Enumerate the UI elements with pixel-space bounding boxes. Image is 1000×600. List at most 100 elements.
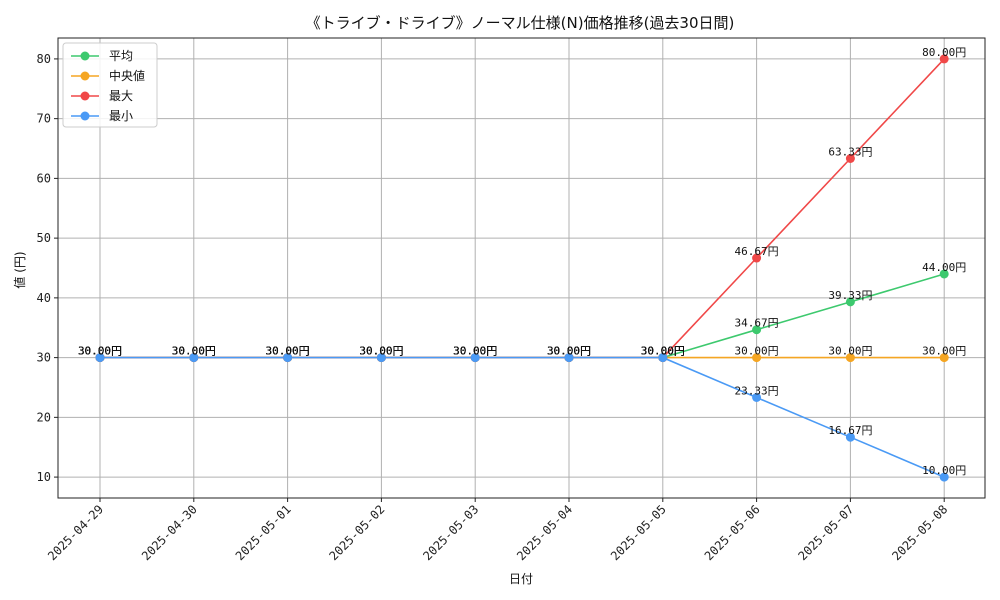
series-line-3 (100, 356, 945, 478)
data-point (845, 297, 855, 307)
chart-title: 《トライブ・ドライブ》ノーマル仕様(N)価格推移(過去30日間) (306, 14, 735, 32)
legend-marker (80, 51, 90, 61)
y-tick-label: 70 (37, 112, 51, 126)
data-label: 30.00円 (828, 345, 872, 358)
legend-label: 最小 (109, 109, 133, 123)
data-label: 30.00円 (359, 345, 403, 358)
x-tick-label: 2025-05-03 (420, 502, 481, 563)
data-point (95, 353, 105, 363)
data-point (470, 353, 480, 363)
data-label: 30.00円 (78, 345, 122, 358)
data-point (752, 392, 762, 402)
data-label: 30.00円 (359, 345, 403, 358)
data-point (564, 353, 574, 363)
data-point (845, 353, 855, 363)
legend-marker (80, 111, 90, 121)
y-tick-label: 10 (37, 470, 51, 484)
data-point (658, 353, 668, 363)
data-label: 30.00円 (172, 345, 216, 358)
data-point (939, 54, 949, 64)
data-point (939, 269, 949, 279)
data-point (752, 325, 762, 335)
data-point (752, 353, 762, 363)
data-label: 46.67円 (735, 245, 779, 258)
data-point (189, 353, 199, 363)
data-label: 30.00円 (547, 345, 591, 358)
y-axis-label: 値 (円) (12, 251, 27, 288)
data-label: 30.00円 (359, 345, 403, 358)
legend-label: 最大 (109, 89, 133, 103)
data-label: 30.00円 (172, 345, 216, 358)
legend-box (62, 42, 158, 128)
data-label: 16.67円 (828, 424, 872, 437)
data-label: 30.00円 (359, 345, 403, 358)
x-axis-label: 日付 (509, 572, 533, 586)
series-line-2 (100, 58, 945, 359)
data-label: 23.33円 (735, 384, 779, 397)
data-point (845, 153, 855, 163)
data-label: 30.00円 (266, 345, 310, 358)
data-point (939, 353, 949, 363)
x-tick-label: 2025-05-05 (608, 502, 669, 563)
y-tick-label: 50 (37, 231, 51, 245)
data-label: 30.00円 (547, 345, 591, 358)
data-label: 30.00円 (453, 345, 497, 358)
data-label: 44.00円 (922, 261, 966, 274)
data-label: 10.00円 (922, 464, 966, 477)
series-points (95, 54, 949, 482)
legend-marker (80, 71, 90, 81)
legend-label: 平均 (109, 49, 133, 63)
data-label: 30.00円 (78, 345, 122, 358)
y-tick-label: 30 (37, 351, 51, 365)
data-point (752, 253, 762, 263)
x-tick-label: 2025-05-08 (889, 502, 950, 563)
data-label: 30.00円 (922, 345, 966, 358)
data-label: 30.00円 (453, 345, 497, 358)
data-label: 30.00円 (453, 345, 497, 358)
data-label: 30.00円 (641, 345, 685, 358)
x-tick-label: 2025-05-07 (796, 502, 857, 563)
data-point (939, 472, 949, 482)
x-tick-label: 2025-05-06 (702, 502, 763, 563)
data-label: 30.00円 (172, 345, 216, 358)
series-line-0 (100, 273, 945, 359)
y-tick-label: 40 (37, 291, 51, 305)
data-label: 30.00円 (735, 345, 779, 358)
plot-frame (57, 37, 986, 499)
y-tick-label: 60 (37, 171, 51, 185)
data-label: 30.00円 (641, 345, 685, 358)
data-label: 30.00円 (266, 345, 310, 358)
x-tick-label: 2025-05-02 (327, 502, 388, 563)
data-label: 30.00円 (266, 345, 310, 358)
x-tick-label: 2025-05-04 (514, 502, 575, 563)
grid (58, 38, 985, 498)
data-label: 39.33円 (828, 289, 872, 302)
x-tick-label: 2025-04-29 (45, 502, 106, 563)
legend-label: 中央値 (109, 68, 145, 83)
data-label: 30.00円 (78, 345, 122, 358)
data-point (283, 353, 293, 363)
y-tick-label: 80 (37, 52, 51, 66)
data-point (376, 353, 386, 363)
data-label: 80.00円 (922, 46, 966, 59)
x-tick-label: 2025-04-30 (139, 502, 200, 563)
data-label: 30.00円 (453, 345, 497, 358)
data-label: 30.00円 (641, 345, 685, 358)
data-label: 30.00円 (547, 345, 591, 358)
legend-marker (80, 91, 90, 101)
data-label: 30.00円 (266, 345, 310, 358)
data-label: 34.67円 (735, 317, 779, 330)
y-axis: 10 20 30 40 50 60 70 80 (37, 52, 58, 484)
data-label: 30.00円 (547, 345, 591, 358)
x-tick-label: 2025-05-01 (233, 502, 294, 563)
data-label: 30.00円 (641, 345, 685, 358)
data-label: 30.00円 (78, 345, 122, 358)
x-axis: 2025-04-29 2025-04-30 2025-05-01 2025-05-02… (45, 498, 950, 563)
y-tick-label: 20 (37, 410, 51, 424)
data-label: 30.00円 (172, 345, 216, 358)
data-labels: 30.00円 30.00円 30.00円 30.00円 30.00円 30.00円 30.0… (78, 46, 966, 477)
series-lines (100, 58, 945, 478)
data-label: 63.33円 (828, 145, 872, 158)
